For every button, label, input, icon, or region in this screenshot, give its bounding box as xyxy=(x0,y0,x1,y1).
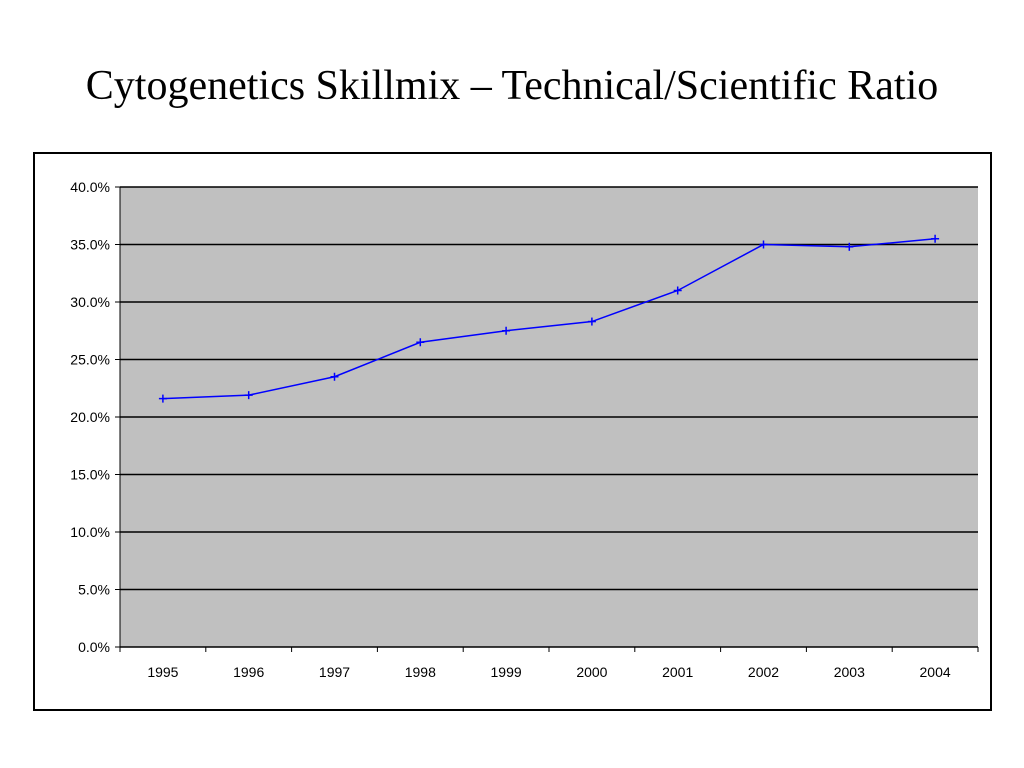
data-point xyxy=(587,317,596,326)
x-tick-label: 2004 xyxy=(920,664,951,680)
data-point xyxy=(673,286,682,295)
y-tick-label: 10.0% xyxy=(70,524,110,540)
x-tick-label: 2003 xyxy=(834,664,865,680)
y-tick-label: 5.0% xyxy=(78,582,110,598)
data-point xyxy=(330,372,339,381)
x-tick-label: 2002 xyxy=(748,664,779,680)
y-tick-label: 25.0% xyxy=(70,352,110,368)
x-tick-label: 1998 xyxy=(405,664,436,680)
y-tick-label: 40.0% xyxy=(70,179,110,195)
x-tick-label: 2001 xyxy=(662,664,693,680)
x-tick-label: 1999 xyxy=(491,664,522,680)
y-tick-label: 0.0% xyxy=(78,639,110,655)
data-point xyxy=(416,338,425,347)
y-tick-label: 20.0% xyxy=(70,409,110,425)
data-point xyxy=(158,394,167,403)
y-tick-label: 35.0% xyxy=(70,237,110,253)
slide-title: Cytogenetics Skillmix – Technical/Scient… xyxy=(85,63,939,109)
y-tick-label: 15.0% xyxy=(70,467,110,483)
x-tick-label: 1996 xyxy=(233,664,264,680)
x-tick-label: 1995 xyxy=(147,664,178,680)
data-point xyxy=(244,391,253,400)
y-tick-label: 30.0% xyxy=(70,294,110,310)
x-tick-label: 1997 xyxy=(319,664,350,680)
data-point xyxy=(845,242,854,251)
data-point xyxy=(931,234,940,243)
chart-frame: 0.0% 5.0% 10.0% 15.0% 20.0% 25.0% 30.0% 35.0% 40… xyxy=(33,152,992,711)
line-chart: 0.0% 5.0% 10.0% 15.0% 20.0% 25.0% 30.0% 35.0% 40… xyxy=(70,179,979,680)
series-line xyxy=(162,238,936,400)
data-point xyxy=(759,240,768,249)
data-point xyxy=(502,326,511,335)
x-tick-label: 2000 xyxy=(576,664,607,680)
